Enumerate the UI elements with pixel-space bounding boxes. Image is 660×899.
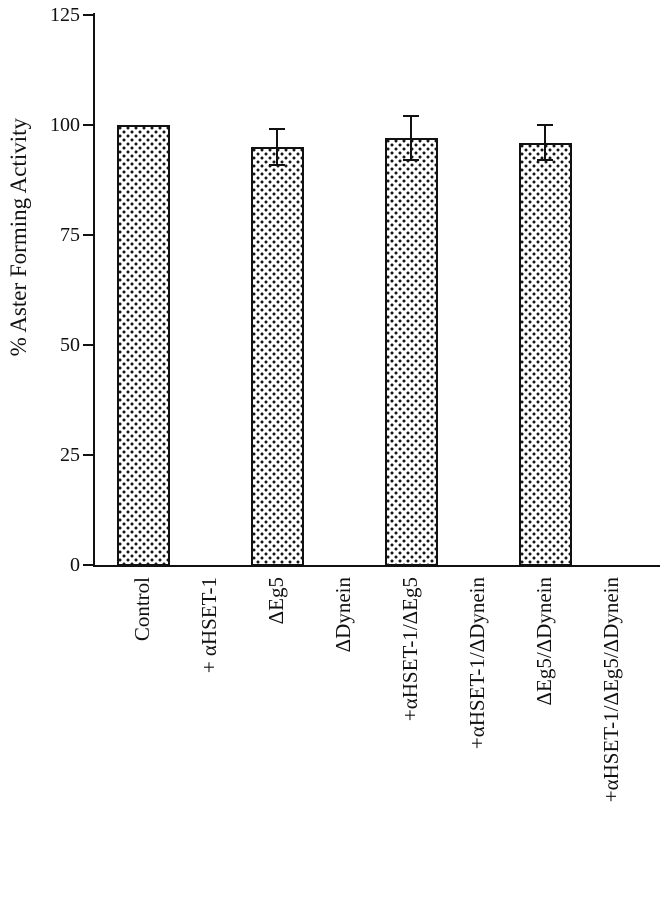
- x-category-label: + αHSET-1: [197, 577, 221, 674]
- error-bar-cap-top: [269, 128, 285, 131]
- x-axis-line: [93, 565, 660, 567]
- x-category-label: ΔEg5/ΔDynein: [532, 577, 556, 706]
- x-category-label: +αHSET-1/ΔDynein: [465, 577, 489, 750]
- error-bar-cap-top: [403, 115, 419, 118]
- y-tick-label: 25: [60, 444, 80, 466]
- bar: [116, 125, 170, 566]
- error-bar-cap-bottom: [269, 163, 285, 166]
- y-tick-label: 50: [60, 334, 80, 356]
- y-tick-mark: [83, 234, 93, 236]
- y-tick-mark: [83, 124, 93, 126]
- y-axis-line: [93, 13, 95, 567]
- bar: [250, 147, 304, 566]
- x-category-label: ΔEg5: [264, 577, 288, 625]
- y-tick-label: 125: [50, 4, 80, 26]
- y-tick-label: 75: [60, 224, 80, 246]
- bar: [384, 138, 438, 566]
- error-bar-line: [276, 129, 278, 165]
- y-tick-label: 100: [50, 114, 80, 136]
- x-category-label: ΔDynein: [331, 577, 355, 653]
- error-bar-cap-bottom: [403, 159, 419, 162]
- y-tick-mark: [83, 454, 93, 456]
- error-bar-cap-top: [537, 124, 553, 126]
- y-tick-mark: [83, 564, 93, 566]
- y-tick-mark: [83, 344, 93, 346]
- x-category-label: +αHSET-1/ΔEg5: [398, 577, 422, 722]
- x-category-label: +αHSET-1/ΔEg5/ΔDynein: [599, 577, 623, 803]
- error-bar-line: [544, 125, 546, 161]
- x-category-label: Control: [130, 577, 154, 642]
- y-tick-label: 0: [70, 554, 80, 576]
- error-bar-line: [410, 116, 412, 161]
- y-tick-mark: [83, 14, 93, 16]
- error-bar-cap-bottom: [537, 159, 553, 162]
- bar: [518, 142, 572, 566]
